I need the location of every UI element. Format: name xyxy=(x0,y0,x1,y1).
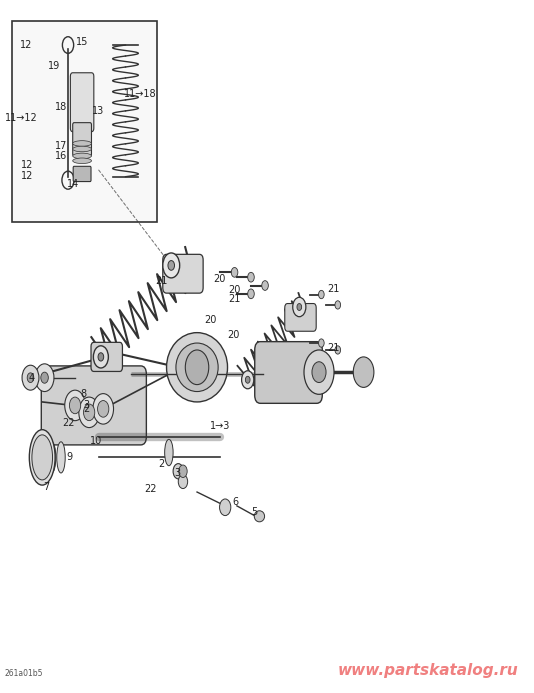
Text: 19: 19 xyxy=(48,61,60,71)
Text: 261a01b5: 261a01b5 xyxy=(5,669,43,678)
Ellipse shape xyxy=(173,464,184,479)
Text: 12: 12 xyxy=(20,160,33,170)
Ellipse shape xyxy=(73,153,91,159)
Circle shape xyxy=(335,301,341,309)
Ellipse shape xyxy=(29,430,55,485)
Text: 9: 9 xyxy=(66,453,73,462)
Ellipse shape xyxy=(48,442,56,473)
Circle shape xyxy=(98,401,109,417)
Circle shape xyxy=(93,346,108,368)
Circle shape xyxy=(219,499,231,516)
Text: 20: 20 xyxy=(204,315,216,325)
Circle shape xyxy=(168,261,175,270)
Text: 11→12: 11→12 xyxy=(5,113,37,123)
Circle shape xyxy=(248,272,254,282)
Text: 8: 8 xyxy=(81,389,87,398)
Ellipse shape xyxy=(176,343,218,392)
Circle shape xyxy=(93,394,114,424)
Ellipse shape xyxy=(73,158,91,164)
FancyBboxPatch shape xyxy=(70,73,94,132)
Text: 12: 12 xyxy=(20,40,32,50)
Ellipse shape xyxy=(164,439,173,466)
Text: 20: 20 xyxy=(229,285,241,295)
Circle shape xyxy=(319,290,324,299)
Circle shape xyxy=(297,304,302,310)
Circle shape xyxy=(185,350,209,385)
Ellipse shape xyxy=(178,475,187,489)
Text: 21: 21 xyxy=(156,276,168,286)
Text: 5: 5 xyxy=(252,507,258,517)
Circle shape xyxy=(41,372,48,383)
Circle shape xyxy=(262,281,269,290)
Text: 3: 3 xyxy=(174,468,180,477)
Circle shape xyxy=(179,465,187,477)
Circle shape xyxy=(245,376,250,383)
Text: 16: 16 xyxy=(55,151,67,161)
Circle shape xyxy=(27,373,34,383)
Circle shape xyxy=(241,371,254,389)
Text: 20: 20 xyxy=(227,330,239,340)
Text: 21: 21 xyxy=(327,284,339,294)
Text: 13: 13 xyxy=(92,106,105,116)
Text: 18: 18 xyxy=(55,103,67,112)
Ellipse shape xyxy=(73,146,91,152)
Text: 10: 10 xyxy=(90,437,103,446)
FancyBboxPatch shape xyxy=(285,304,316,331)
Ellipse shape xyxy=(167,333,227,402)
Circle shape xyxy=(248,289,254,299)
Circle shape xyxy=(163,253,179,278)
Text: 17: 17 xyxy=(55,141,67,150)
Circle shape xyxy=(304,350,334,394)
Ellipse shape xyxy=(57,442,65,473)
Circle shape xyxy=(293,297,306,317)
FancyBboxPatch shape xyxy=(91,342,122,371)
Ellipse shape xyxy=(38,442,46,473)
Text: 20: 20 xyxy=(214,274,226,283)
FancyBboxPatch shape xyxy=(73,123,91,156)
Circle shape xyxy=(65,390,85,421)
Ellipse shape xyxy=(32,435,52,480)
Text: www.partskatalog.ru: www.partskatalog.ru xyxy=(338,663,519,678)
Circle shape xyxy=(231,267,238,277)
FancyBboxPatch shape xyxy=(163,254,203,293)
Text: 22: 22 xyxy=(62,418,74,428)
Text: 4: 4 xyxy=(29,373,35,383)
Ellipse shape xyxy=(254,511,264,522)
Text: 22: 22 xyxy=(144,484,156,493)
Circle shape xyxy=(22,365,39,390)
Circle shape xyxy=(98,353,104,361)
Circle shape xyxy=(83,404,95,421)
FancyBboxPatch shape xyxy=(73,166,91,182)
Text: 7: 7 xyxy=(43,482,49,492)
Text: 2: 2 xyxy=(159,459,165,469)
Circle shape xyxy=(312,362,326,383)
Text: 15: 15 xyxy=(76,37,88,46)
Bar xyxy=(12,21,157,222)
FancyBboxPatch shape xyxy=(255,342,323,403)
Text: 12: 12 xyxy=(20,171,33,181)
Text: 6: 6 xyxy=(232,497,239,507)
FancyBboxPatch shape xyxy=(41,366,146,445)
Text: 21: 21 xyxy=(327,343,339,353)
Text: 1→3: 1→3 xyxy=(210,421,231,431)
Text: 11→18: 11→18 xyxy=(124,89,157,98)
Circle shape xyxy=(335,346,341,354)
Circle shape xyxy=(69,397,81,414)
Text: 3: 3 xyxy=(84,400,90,410)
Ellipse shape xyxy=(73,141,91,146)
Text: 2: 2 xyxy=(84,404,90,414)
Circle shape xyxy=(79,397,99,428)
Circle shape xyxy=(319,339,324,347)
Circle shape xyxy=(354,357,374,387)
Text: 14: 14 xyxy=(67,179,79,188)
Text: 21: 21 xyxy=(229,295,241,304)
Circle shape xyxy=(35,364,54,392)
